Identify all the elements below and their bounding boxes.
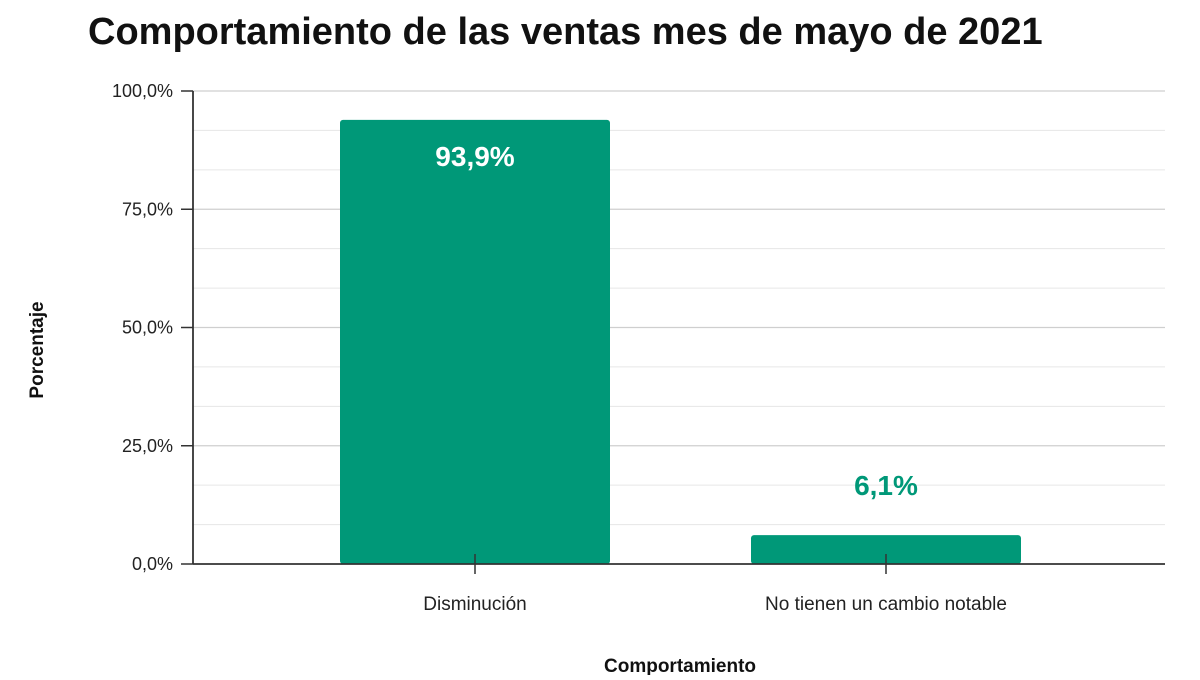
y-tick-label: 0,0%	[132, 554, 173, 574]
x-category-label: Disminución	[423, 594, 526, 615]
y-tick-label: 50,0%	[122, 318, 173, 338]
chart-title: Comportamiento de las ventas mes de mayo…	[88, 11, 1043, 53]
x-axis-title: Comportamiento	[604, 656, 756, 675]
y-tick-label: 100,0%	[112, 81, 173, 101]
y-axis-title: Porcentaje	[27, 301, 48, 398]
y-tick-label: 25,0%	[122, 436, 173, 456]
data-label: 93,9%	[435, 141, 514, 172]
bar	[751, 535, 1021, 564]
gridlines	[193, 90, 1165, 526]
x-category-labels: Disminución No tienen un cambio notable	[423, 594, 1007, 615]
bar	[340, 119, 610, 564]
axes	[181, 90, 1165, 574]
x-category-label: No tienen un cambio notable	[765, 594, 1007, 615]
bars	[340, 119, 1021, 564]
data-labels: 93,9% 6,1%	[435, 141, 918, 501]
y-tick-label: 75,0%	[122, 199, 173, 219]
data-label: 6,1%	[854, 470, 918, 501]
y-tick-labels: 0,0% 25,0% 50,0% 75,0% 100,0%	[112, 81, 173, 574]
